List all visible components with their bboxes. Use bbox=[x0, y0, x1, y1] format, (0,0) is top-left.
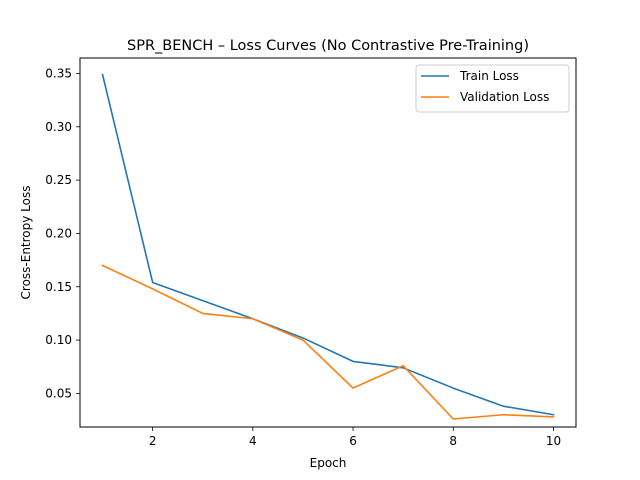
x-tick-label: 10 bbox=[546, 434, 561, 448]
x-tick-label: 2 bbox=[149, 434, 157, 448]
y-tick-label: 0.35 bbox=[45, 66, 72, 80]
y-tick-label: 0.20 bbox=[45, 226, 72, 240]
legend-label-validation-loss: Validation Loss bbox=[460, 90, 549, 104]
series-line-train-loss bbox=[101, 73, 555, 416]
y-tick-label: 0.15 bbox=[45, 280, 72, 294]
axes-frame bbox=[79, 57, 577, 428]
y-tick-label: 0.10 bbox=[45, 333, 72, 347]
legend-box bbox=[415, 64, 570, 113]
x-axis-title: Epoch bbox=[310, 456, 347, 470]
chart-title: SPR_BENCH – Loss Curves (No Contrastive … bbox=[127, 38, 529, 54]
legend: Train Loss Validation Loss bbox=[415, 64, 570, 113]
y-axis-title: Cross-Entropy Loss bbox=[19, 186, 33, 300]
legend-label-train-loss: Train Loss bbox=[459, 69, 519, 83]
y-tick-label: 0.30 bbox=[45, 120, 72, 134]
axis-ticks: 2 4 6 8 10 0.05 0.10 0.15 0.20 0.25 0.30 0.35 bbox=[45, 66, 561, 448]
plot-area bbox=[101, 73, 555, 420]
x-tick-label: 6 bbox=[349, 434, 357, 448]
y-tick-label: 0.25 bbox=[45, 173, 72, 187]
x-tick-label: 8 bbox=[449, 434, 457, 448]
x-tick-label: 4 bbox=[249, 434, 257, 448]
series-line-validation-loss bbox=[101, 264, 555, 420]
y-tick-label: 0.05 bbox=[45, 386, 72, 400]
